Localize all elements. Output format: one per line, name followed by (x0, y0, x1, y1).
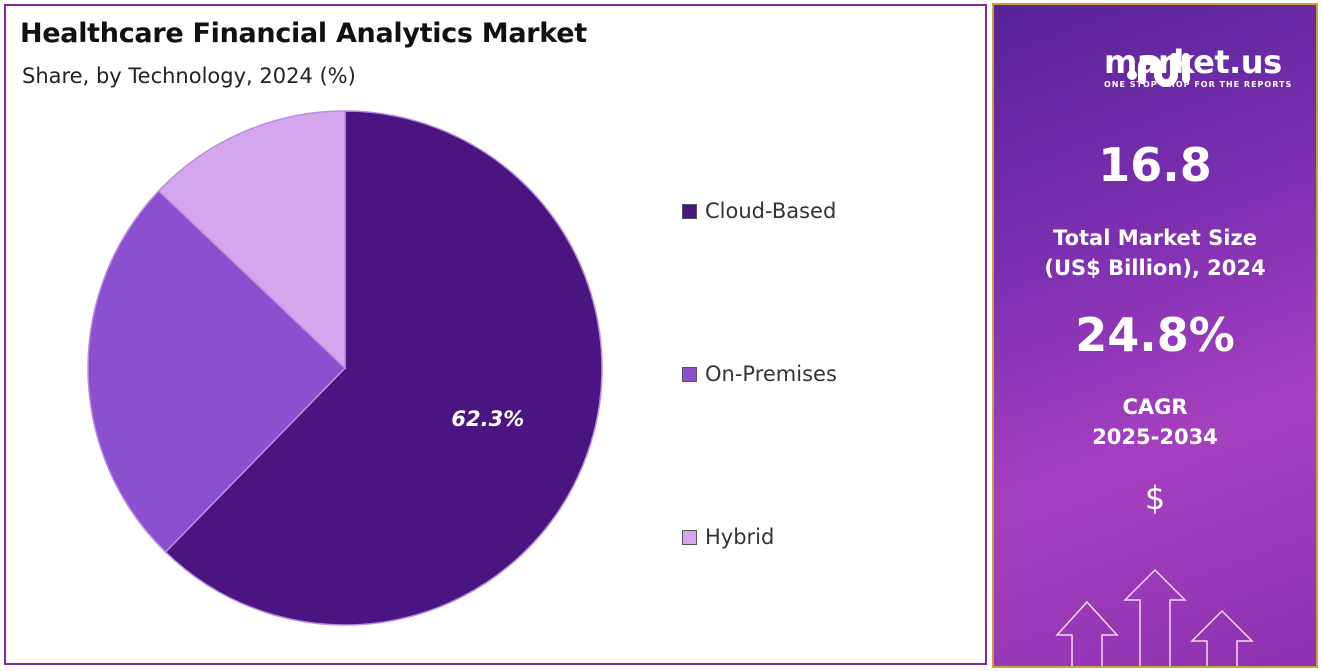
chart-title: Healthcare Financial Analytics Market (20, 18, 587, 49)
growth-arrows-icon (1055, 568, 1254, 666)
cagr-value: 24.8% (1075, 308, 1235, 362)
chart-panel: Healthcare Financial Analytics Market Sh… (4, 4, 987, 665)
logo-tagline: ONE STOP SHOP FOR THE REPORTS (1104, 80, 1293, 89)
cagr-label-1: CAGR (1122, 395, 1188, 419)
legend-label: On-Premises (705, 362, 837, 386)
market-us-logo: market.us ONE STOP SHOP FOR THE REPORTS (1024, 43, 1294, 95)
legend-item: On-Premises (682, 362, 837, 386)
cagr-label-2: 2025-2034 (1092, 425, 1218, 449)
pie-slice-on-premises (87, 189, 347, 554)
pie-slice-cloud-based (164, 110, 603, 626)
logo-name: market.us (1104, 43, 1282, 81)
market-size-label-2: (US$ Billion), 2024 (1044, 256, 1266, 280)
pie-chart: 62.3% (87, 110, 603, 626)
legend-swatch (682, 366, 697, 382)
market-size-label-1: Total Market Size (1053, 226, 1257, 250)
summary-panel: market.us ONE STOP SHOP FOR THE REPORTS … (992, 3, 1318, 668)
legend-swatch (682, 203, 697, 219)
chart-subtitle: Share, by Technology, 2024 (%) (22, 64, 356, 88)
legend-label: Cloud-Based (705, 199, 837, 223)
legend-item: Cloud-Based (682, 199, 836, 223)
logo-icon (1127, 53, 1190, 87)
legend-item: Hybrid (682, 525, 774, 549)
pie-slice-hybrid (157, 110, 346, 370)
legend-swatch (682, 529, 697, 545)
data-label: 62.3% (451, 407, 524, 431)
legend-label: Hybrid (705, 525, 775, 549)
dollar-icon: $ (1144, 479, 1166, 517)
market-size-value: 16.8 (1098, 138, 1212, 192)
